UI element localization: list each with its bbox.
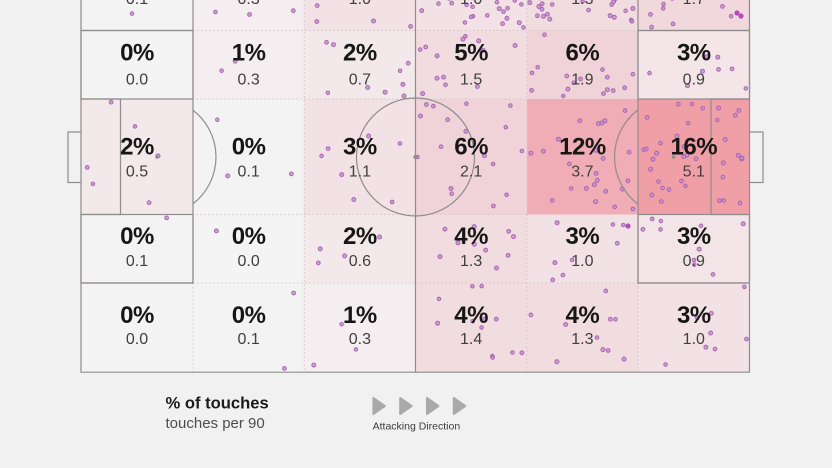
svg-text:0.3: 0.3 <box>237 0 259 8</box>
svg-text:6%: 6% <box>566 39 600 66</box>
svg-text:1.3: 1.3 <box>571 0 593 8</box>
svg-text:1.0: 1.0 <box>460 0 482 8</box>
svg-text:1.0: 1.0 <box>683 331 705 348</box>
svg-text:2.1: 2.1 <box>460 164 482 181</box>
svg-text:0.0: 0.0 <box>126 331 148 348</box>
svg-text:1.0: 1.0 <box>571 253 593 270</box>
svg-text:0%: 0% <box>120 223 154 250</box>
svg-text:6%: 6% <box>454 134 488 161</box>
svg-text:0%: 0% <box>232 302 266 329</box>
svg-text:Attacking Direction: Attacking Direction <box>373 421 461 433</box>
svg-text:0%: 0% <box>232 134 266 161</box>
svg-text:2%: 2% <box>343 223 377 250</box>
svg-text:0.3: 0.3 <box>237 71 259 88</box>
svg-text:0.0: 0.0 <box>126 71 148 88</box>
svg-text:0%: 0% <box>120 302 154 329</box>
svg-text:3%: 3% <box>677 39 711 66</box>
svg-text:1%: 1% <box>232 39 266 66</box>
svg-text:touches per 90: touches per 90 <box>166 415 265 432</box>
svg-text:3%: 3% <box>677 223 711 250</box>
svg-text:1%: 1% <box>343 302 377 329</box>
svg-text:1.1: 1.1 <box>349 164 371 181</box>
svg-text:0.1: 0.1 <box>126 253 148 270</box>
svg-text:0.1: 0.1 <box>237 331 259 348</box>
svg-text:1.3: 1.3 <box>460 253 482 270</box>
svg-text:1.5: 1.5 <box>460 71 482 88</box>
svg-text:3%: 3% <box>566 223 600 250</box>
svg-text:1.7: 1.7 <box>683 0 705 8</box>
svg-text:3%: 3% <box>677 302 711 329</box>
svg-text:5.1: 5.1 <box>683 164 705 181</box>
svg-text:2%: 2% <box>343 39 377 66</box>
svg-text:0.0: 0.0 <box>237 253 259 270</box>
svg-text:0.1: 0.1 <box>237 164 259 181</box>
svg-text:12%: 12% <box>559 134 606 161</box>
svg-text:4%: 4% <box>566 302 600 329</box>
svg-text:5%: 5% <box>454 39 488 66</box>
svg-text:% of touches: % of touches <box>166 394 269 413</box>
svg-text:1.9: 1.9 <box>571 71 593 88</box>
svg-text:0.9: 0.9 <box>683 71 705 88</box>
svg-text:1.0: 1.0 <box>349 0 371 8</box>
svg-text:3%: 3% <box>343 134 377 161</box>
svg-text:1.4: 1.4 <box>460 331 482 348</box>
svg-text:0.6: 0.6 <box>349 253 371 270</box>
svg-text:4%: 4% <box>454 223 488 250</box>
svg-text:16%: 16% <box>671 134 718 161</box>
svg-text:4%: 4% <box>454 302 488 329</box>
svg-text:0%: 0% <box>120 39 154 66</box>
svg-text:3.7: 3.7 <box>571 164 593 181</box>
svg-text:1.3: 1.3 <box>571 331 593 348</box>
svg-text:0.1: 0.1 <box>126 0 148 8</box>
svg-text:0.3: 0.3 <box>349 331 371 348</box>
svg-text:0.7: 0.7 <box>349 71 371 88</box>
svg-text:0.5: 0.5 <box>126 164 148 181</box>
svg-text:0.9: 0.9 <box>683 253 705 270</box>
svg-text:0%: 0% <box>232 223 266 250</box>
svg-text:2%: 2% <box>120 134 154 161</box>
